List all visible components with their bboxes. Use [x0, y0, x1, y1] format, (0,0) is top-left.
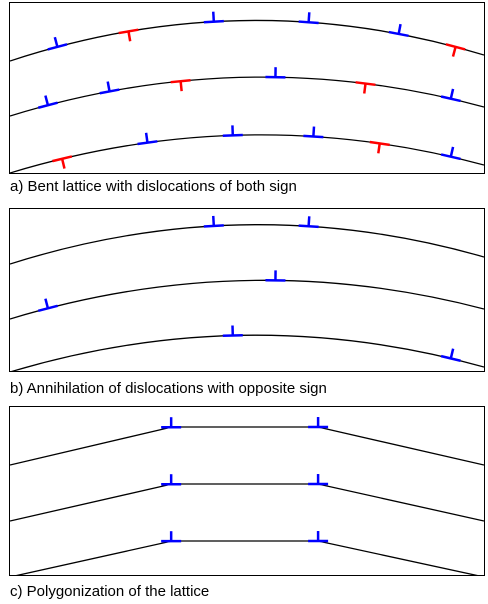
positive-dislocation-symbol — [298, 12, 319, 25]
negative-dislocation-symbol — [52, 155, 73, 169]
lattice-plane-line — [10, 426, 484, 466]
positive-dislocation-symbol — [298, 216, 319, 229]
positive-dislocation-symbol — [203, 215, 224, 228]
positive-dislocation-symbol — [161, 417, 182, 429]
positive-dislocation-symbol — [308, 474, 329, 486]
bent-lattice-diagram — [10, 11, 484, 173]
positive-dislocation-symbol — [161, 531, 182, 543]
caption-a: a) Bent lattice with dislocations of bot… — [10, 178, 297, 195]
negative-dislocation-symbol — [170, 78, 191, 92]
negative-dislocation-symbol — [118, 28, 139, 42]
lattice-plane-line — [11, 334, 484, 371]
negative-dislocation-symbol — [445, 43, 466, 57]
lattice-plane-line — [10, 224, 484, 265]
panel-polygonization — [9, 406, 485, 576]
positive-dislocation-symbol — [308, 531, 329, 543]
positive-dislocation-symbol — [99, 81, 120, 95]
caption-c: c) Polygonization of the lattice — [10, 583, 210, 600]
lattice-plane-line — [16, 540, 478, 575]
lattice-plane-line — [10, 483, 484, 522]
positive-dislocation-symbol — [37, 298, 58, 313]
positive-dislocation-symbol — [388, 23, 409, 38]
positive-dislocation-symbol — [440, 146, 461, 161]
positive-dislocation-symbol — [440, 348, 461, 362]
positive-dislocation-symbol — [161, 474, 182, 486]
positive-dislocation-symbol — [303, 126, 324, 139]
annihilation-diagram — [10, 215, 484, 371]
positive-dislocation-symbol — [203, 11, 224, 24]
lattice-plane-line — [10, 134, 484, 173]
positive-dislocation-symbol — [222, 325, 243, 338]
positive-dislocation-symbol — [308, 417, 329, 429]
positive-dislocation-symbol — [137, 132, 158, 146]
panel-bent-lattice — [9, 2, 485, 174]
negative-dislocation-symbol — [355, 81, 376, 94]
polygonization-diagram — [10, 417, 484, 575]
lattice-plane-line — [10, 19, 484, 62]
positive-dislocation-symbol — [265, 270, 286, 282]
positive-dislocation-symbol — [37, 95, 58, 109]
caption-b: b) Annihilation of dislocations with opp… — [10, 380, 327, 397]
negative-dislocation-symbol — [369, 140, 390, 154]
panel-annihilation — [9, 208, 485, 372]
positive-dislocation-symbol — [47, 36, 68, 51]
positive-dislocation-symbol — [265, 67, 286, 79]
positive-dislocation-symbol — [222, 125, 243, 137]
lattice-plane-line — [10, 279, 484, 320]
positive-dislocation-symbol — [440, 88, 461, 103]
lattice-plane-line — [10, 76, 484, 117]
